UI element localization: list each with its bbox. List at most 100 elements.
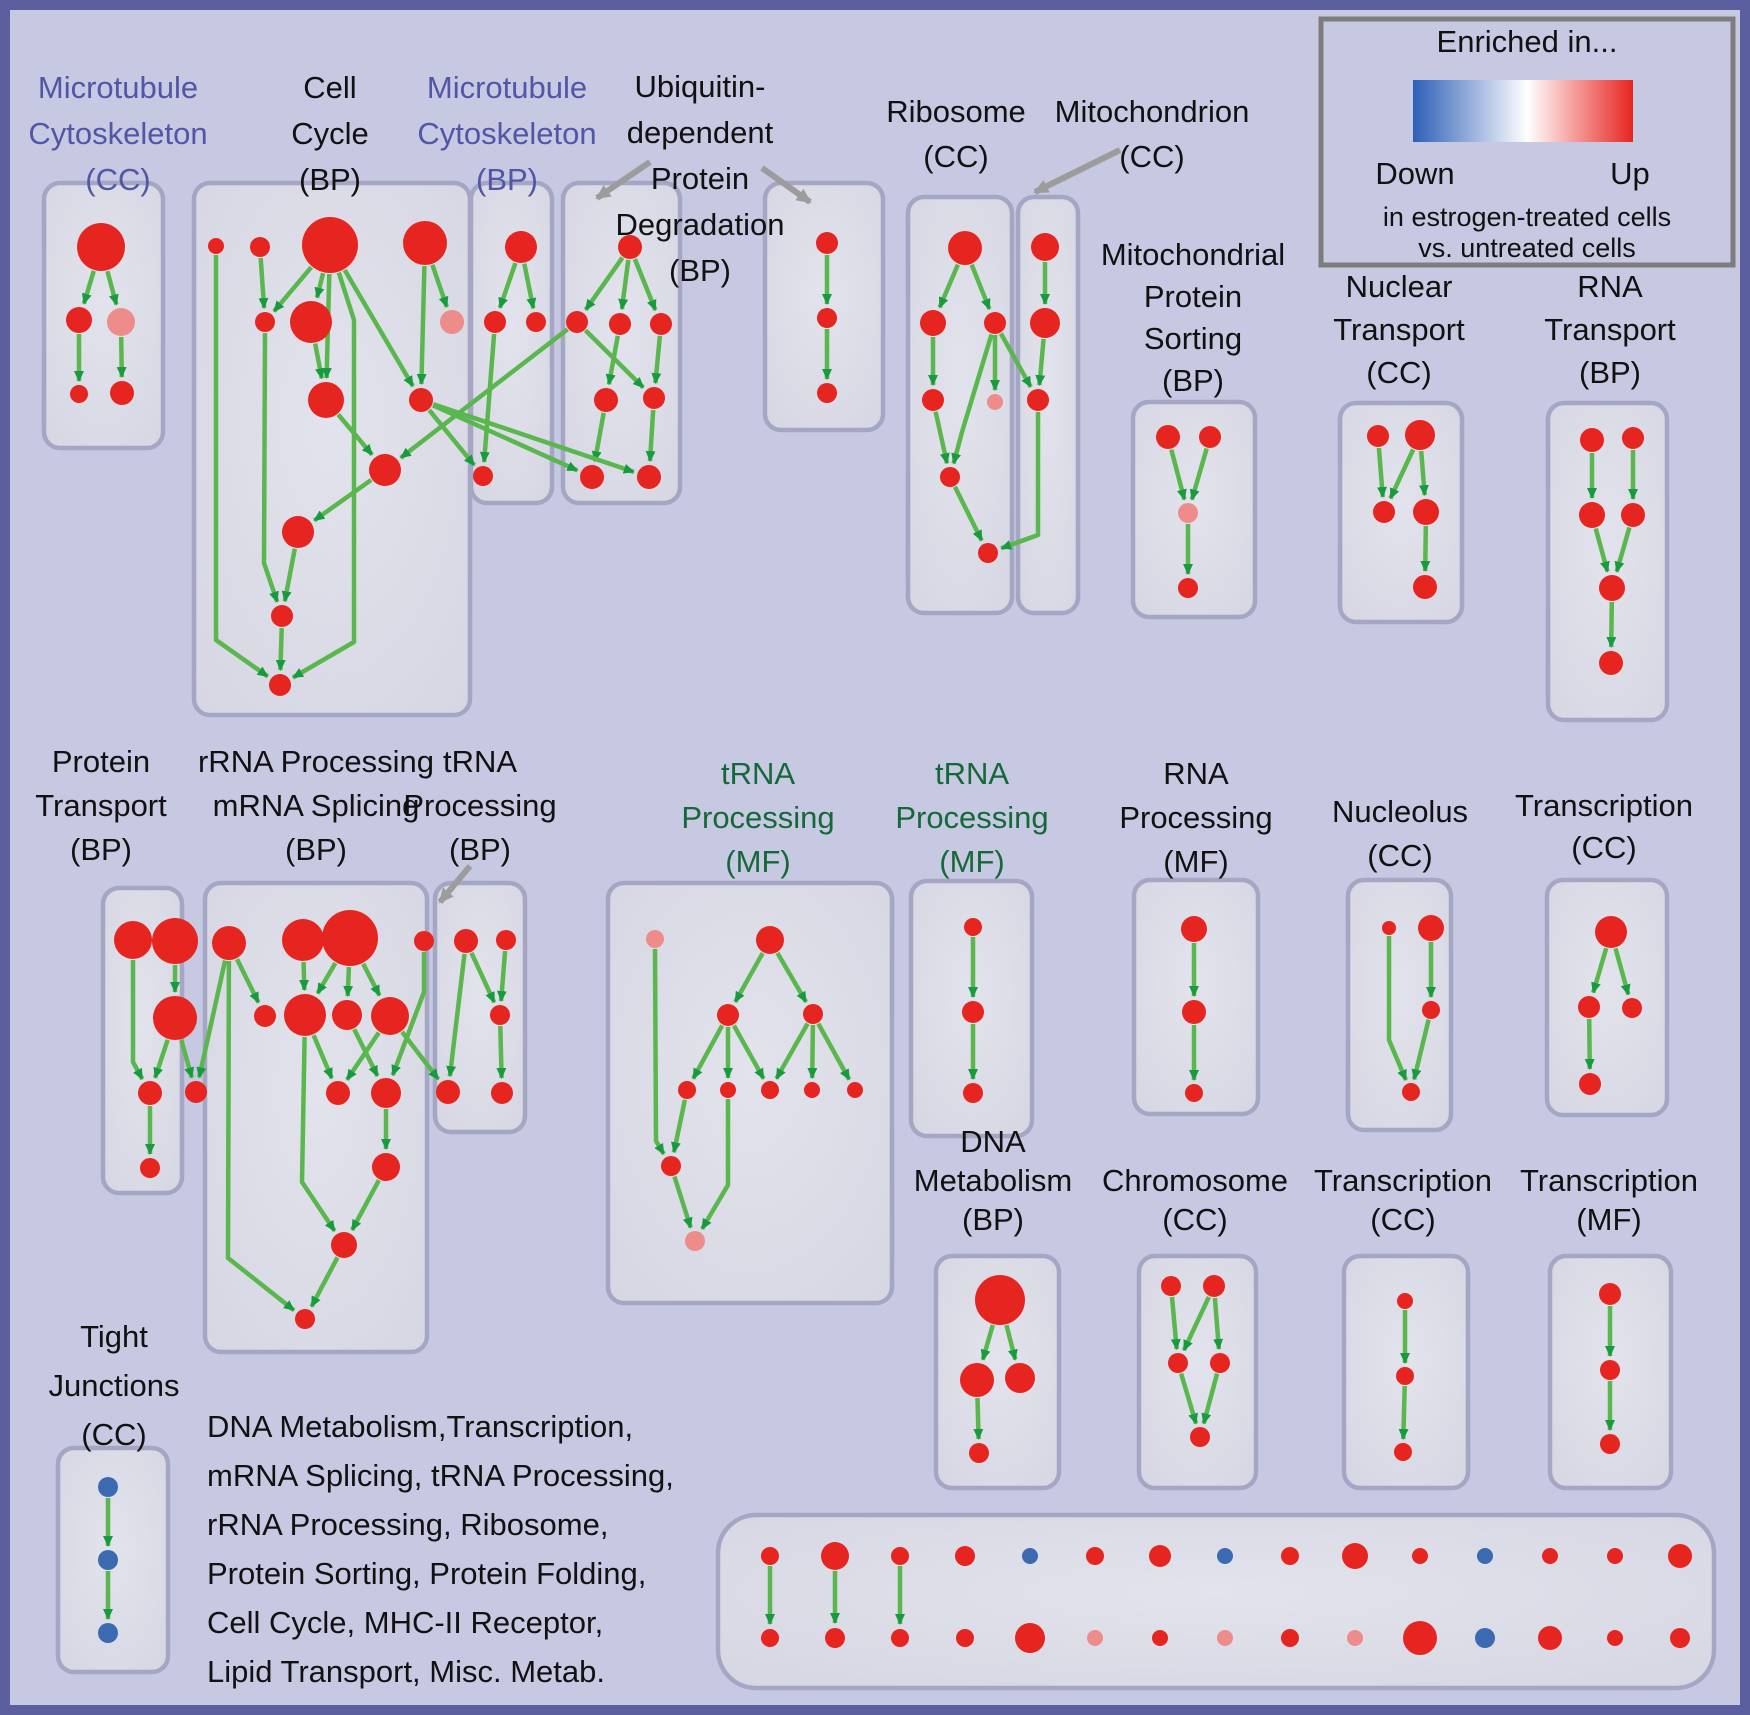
node-e1 — [1382, 921, 1396, 935]
edge-q3-q6 — [315, 961, 338, 995]
node-t2 — [152, 918, 198, 964]
node-nt1 — [1367, 425, 1389, 447]
edge-c10-c11 — [312, 478, 373, 523]
node-rt5 — [1599, 575, 1625, 601]
edge-s10-s11 — [672, 1175, 693, 1229]
node-u6 — [643, 387, 665, 409]
node-b2 — [98, 1550, 118, 1570]
strip-node-top-7 — [1149, 1545, 1171, 1567]
node-u1 — [618, 235, 642, 259]
edge-t1-t4 — [130, 960, 145, 1081]
edge-a3-a5 — [116, 336, 127, 378]
node-r6 — [940, 467, 960, 487]
edge-s4-s9 — [816, 1022, 852, 1081]
node-w1 — [454, 929, 478, 953]
edge-f1-f3 — [1613, 947, 1631, 996]
node-q9 — [326, 1081, 350, 1105]
edge-g3-r7 — [1000, 412, 1041, 551]
cluster-box-rna-proc-mf — [1131, 877, 1261, 1117]
node-u7 — [580, 465, 604, 489]
node-t5 — [185, 1081, 207, 1103]
edge-c1-c13 — [213, 255, 269, 679]
strip-node-bottom-13 — [1538, 1626, 1562, 1650]
node-b1 — [98, 1477, 118, 1497]
node-h4 — [1210, 1353, 1230, 1373]
node-m2 — [484, 311, 506, 333]
strip-node-top-6 — [1086, 1547, 1104, 1565]
edge-s4-s8 — [807, 1024, 818, 1079]
edge-r3-g3 — [998, 332, 1033, 388]
node-i3 — [1394, 1443, 1412, 1461]
node-q12 — [331, 1232, 357, 1258]
node-m4 — [473, 466, 493, 486]
edge-w3-w5 — [496, 1025, 507, 1079]
node-j2 — [1600, 1360, 1620, 1380]
edge-r1-r3 — [969, 263, 992, 311]
edge-w1-w3 — [469, 951, 497, 1004]
node-i2 — [1396, 1367, 1414, 1385]
edge-w2-w3 — [496, 950, 508, 1002]
node-nt3 — [1373, 501, 1395, 523]
node-c10 — [369, 454, 401, 486]
label-ubiquitin: Ubiquitin-dependent Protein Degradation (BP… — [616, 69, 785, 288]
node-f1 — [1595, 916, 1627, 948]
edge-q3-q8 — [361, 962, 382, 997]
edge-q6-q9 — [311, 1034, 334, 1080]
node-x3 — [1185, 1084, 1203, 1102]
edge-c2-c5 — [258, 257, 269, 309]
strip-node-bottom-5 — [1015, 1623, 1045, 1653]
cluster-box-dna-metabolism — [933, 1253, 1062, 1491]
edge-c5-c12 — [261, 332, 280, 603]
node-nt2 — [1405, 420, 1435, 450]
edge-c11-c12 — [281, 548, 298, 603]
misc-category-text: DNA Metabolism,Transcription, mRNA Splici… — [207, 1409, 674, 1689]
label-mitochondrion: Mitochondrion (CC) — [1055, 94, 1250, 174]
edge-q6-q12 — [299, 1036, 337, 1233]
edge-h2-h3 — [1181, 1295, 1211, 1352]
label-mito-protein-sorting: Mitochondrial Protein Sorting (BP) — [1101, 237, 1285, 398]
strip-node-bottom-14 — [1607, 1630, 1623, 1646]
node-v2 — [817, 308, 837, 328]
node-m3 — [526, 312, 546, 332]
edge-q3-q7 — [343, 966, 354, 997]
label-cell-cycle: Cell Cycle (BP) — [291, 70, 369, 197]
node-g1 — [1031, 233, 1059, 261]
node-c8 — [308, 382, 344, 418]
label-rna-transport: RNA Transport (BP) — [1544, 269, 1676, 390]
edge-t3-t5 — [179, 1039, 195, 1079]
node-c5 — [255, 312, 275, 332]
edge-u4-u6 — [651, 335, 663, 385]
edge-s3-s7 — [731, 1024, 766, 1080]
edge-e1-e4 — [1386, 936, 1408, 1081]
edge-u2-c10 — [399, 327, 569, 460]
label-transcription-mf: Transcription (MF) — [1520, 1163, 1698, 1237]
node-x1 — [1181, 916, 1207, 942]
edge-i2-i3 — [1398, 1385, 1409, 1440]
node-a2 — [66, 307, 92, 333]
edge-c9-u8 — [432, 402, 635, 475]
edge-r3-r6 — [951, 333, 994, 465]
edge-d2-d4 — [973, 1397, 984, 1440]
node-z3 — [963, 1083, 983, 1103]
node-c1 — [208, 238, 224, 254]
edge-q1-t5 — [196, 960, 228, 1079]
node-x2 — [1182, 1000, 1206, 1024]
node-w2 — [496, 930, 516, 950]
edge-s2-s4 — [775, 951, 808, 1004]
edge-s1-s10 — [652, 948, 666, 1156]
label-microtubule-cc: Microtubule Cytoskeleton (CC) — [28, 70, 207, 197]
strip-node-bottom-9 — [1281, 1629, 1299, 1647]
edge-w1-w4 — [446, 953, 467, 1078]
strip-node-bottom-2 — [825, 1628, 845, 1648]
node-s3 — [717, 1004, 739, 1026]
edge-u1-u4 — [632, 258, 658, 312]
edge-c9-m4 — [427, 408, 476, 467]
node-q2 — [282, 919, 324, 961]
node-f4 — [1579, 1073, 1601, 1095]
node-g2 — [1030, 308, 1060, 338]
edge-d1-d2 — [980, 1324, 995, 1361]
edge-rt3-rt5 — [1593, 527, 1610, 573]
edge-u5-u7 — [591, 412, 606, 463]
label-trna-bp: tRNA Processing (BP) — [403, 744, 556, 867]
edge-r4-r6 — [933, 411, 950, 465]
